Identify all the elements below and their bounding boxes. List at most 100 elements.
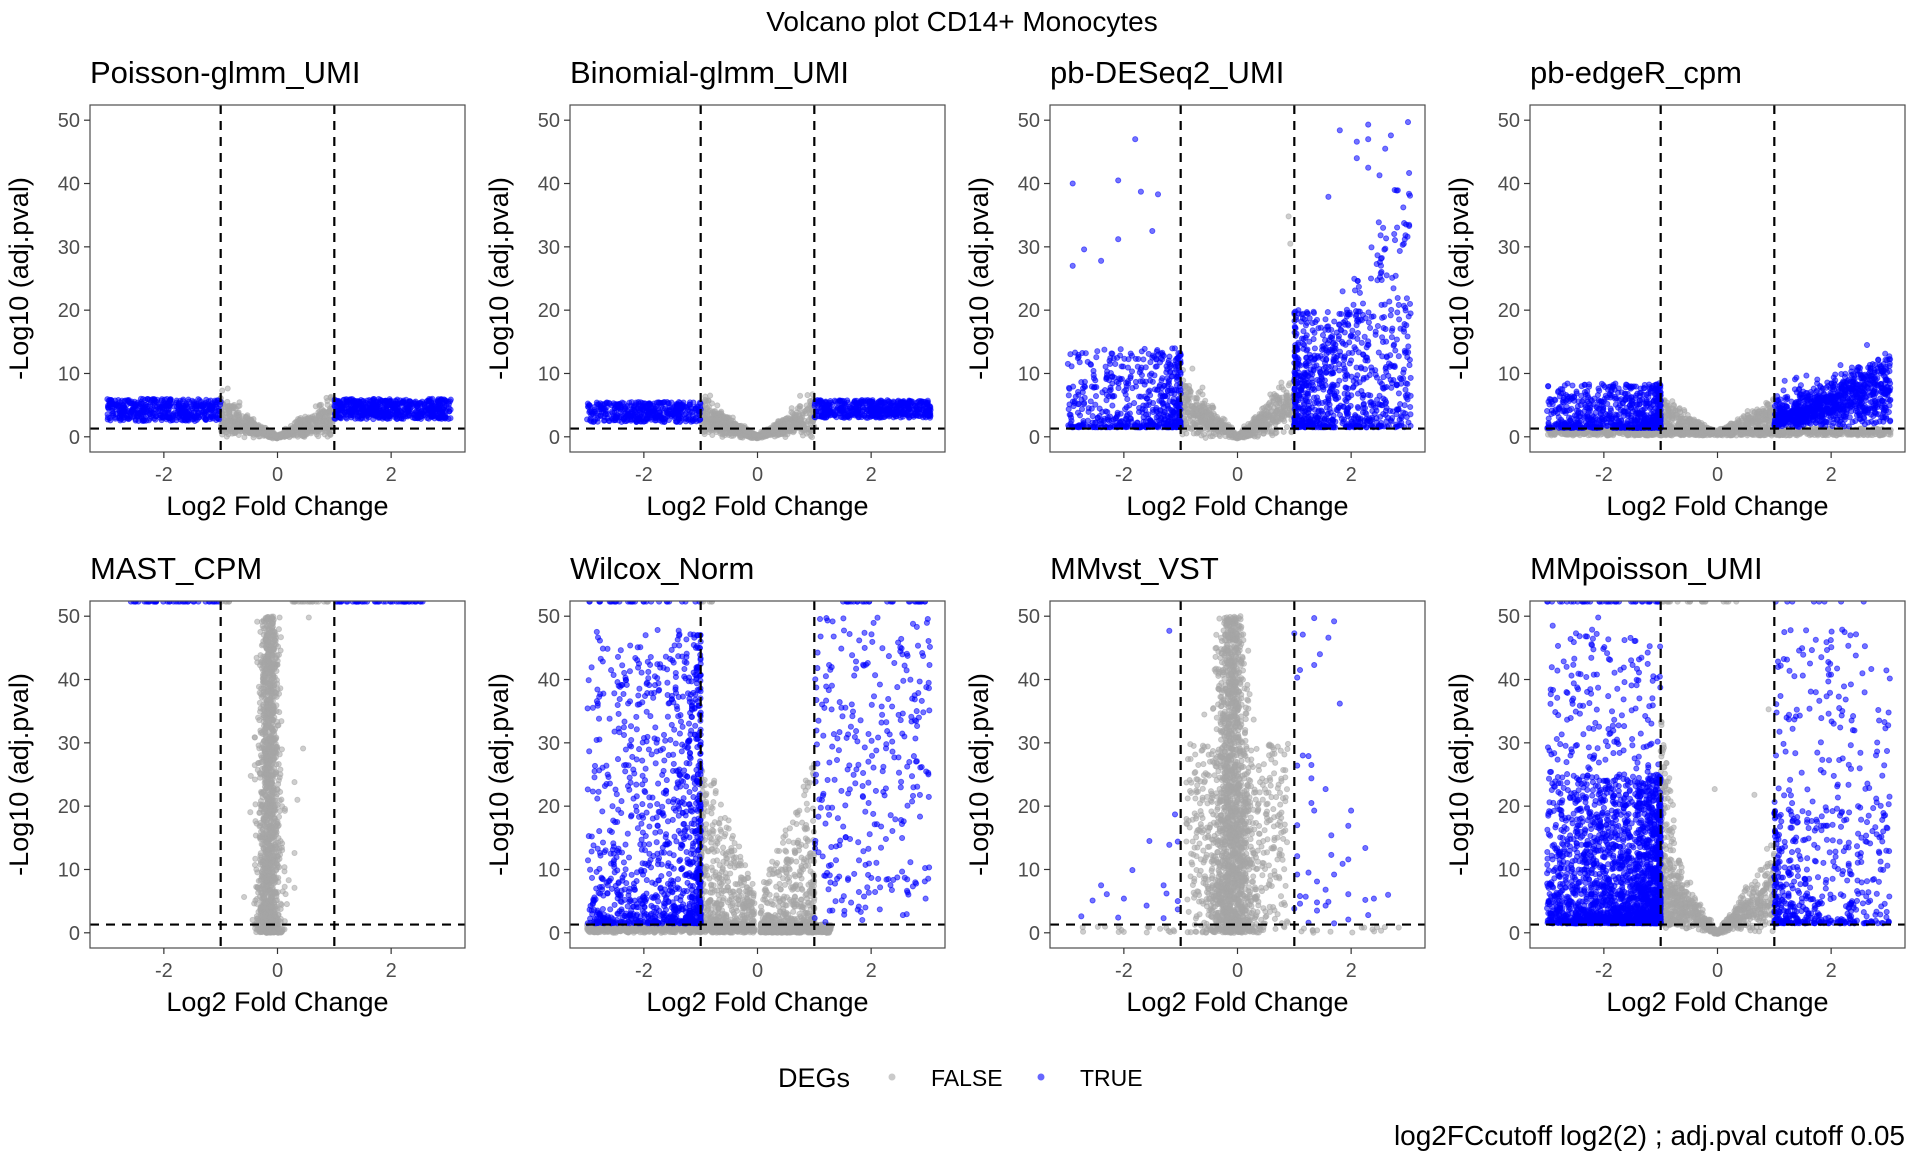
point-deg-true bbox=[445, 401, 452, 408]
point-deg-false bbox=[324, 433, 331, 440]
point-deg-true bbox=[901, 401, 908, 408]
point-deg-true bbox=[112, 414, 119, 421]
point-deg-false bbox=[1208, 411, 1215, 419]
point-deg-true bbox=[1132, 383, 1140, 390]
panel-title: Binomial-glmm_UMI bbox=[570, 55, 849, 90]
point-deg-false bbox=[1282, 400, 1289, 407]
point-deg-true bbox=[1137, 378, 1144, 385]
point-deg-true bbox=[394, 405, 401, 412]
point-deg-true bbox=[104, 411, 111, 418]
point-deg-true bbox=[209, 411, 216, 419]
point-deg-true bbox=[911, 410, 918, 417]
point-deg-false bbox=[1204, 404, 1212, 411]
point-deg-true bbox=[1354, 329, 1361, 337]
y-tick-label: 40 bbox=[58, 174, 80, 196]
point-deg-true bbox=[365, 400, 372, 407]
x-tick-label: -2 bbox=[635, 464, 653, 486]
point-deg-true bbox=[1171, 345, 1178, 352]
point-deg-true bbox=[348, 414, 355, 421]
point-deg-true bbox=[418, 407, 425, 414]
point-deg-false bbox=[708, 400, 716, 407]
x-tick-label: 2 bbox=[386, 464, 397, 486]
panel-title: pb-DESeq2_UMI bbox=[1050, 55, 1284, 90]
point-deg-false bbox=[1195, 411, 1202, 418]
point-deg-true bbox=[139, 404, 146, 411]
point-deg-true bbox=[160, 414, 167, 421]
point-deg-false bbox=[316, 415, 323, 422]
point-deg-true bbox=[1126, 402, 1133, 409]
point-deg-true bbox=[841, 410, 848, 417]
point-deg-true bbox=[1094, 348, 1101, 355]
point-deg-true bbox=[1175, 387, 1182, 394]
point-deg-true bbox=[645, 401, 653, 408]
points-layer bbox=[104, 385, 454, 442]
point-deg-false bbox=[1187, 388, 1194, 395]
point-deg-false bbox=[1193, 430, 1200, 437]
point-deg-true bbox=[1161, 382, 1168, 389]
point-deg-false bbox=[260, 430, 267, 437]
point-deg-true bbox=[1171, 390, 1178, 397]
point-deg-true bbox=[1127, 350, 1134, 357]
point-deg-true bbox=[674, 403, 681, 410]
point-deg-true bbox=[1158, 390, 1165, 397]
point-deg-false bbox=[297, 431, 304, 438]
point-deg-true bbox=[140, 413, 147, 420]
point-deg-false bbox=[1240, 429, 1247, 437]
point-deg-true bbox=[1365, 319, 1372, 326]
point-deg-true bbox=[924, 410, 931, 417]
point-deg-false bbox=[1283, 389, 1290, 396]
x-axis-title: Log2 Fold Change bbox=[646, 491, 868, 521]
point-deg-false bbox=[790, 421, 797, 428]
point-deg-true bbox=[1131, 400, 1138, 407]
point-deg-true bbox=[431, 400, 438, 408]
y-tick-label: 20 bbox=[538, 300, 560, 322]
point-deg-true bbox=[168, 400, 175, 407]
point-deg-true bbox=[413, 408, 420, 415]
point-deg-true bbox=[878, 408, 885, 415]
point-deg-true bbox=[1080, 420, 1087, 427]
point-deg-true bbox=[440, 400, 447, 407]
point-deg-false bbox=[801, 417, 808, 424]
point-deg-true bbox=[1156, 421, 1163, 428]
point-deg-true bbox=[1394, 309, 1401, 316]
point-deg-true bbox=[825, 401, 832, 408]
point-deg-true bbox=[1169, 398, 1177, 405]
point-deg-true bbox=[688, 404, 695, 411]
y-tick-label: 40 bbox=[538, 174, 560, 196]
point-deg-false bbox=[1263, 410, 1270, 417]
point-deg-true bbox=[853, 408, 861, 415]
point-deg-true bbox=[373, 406, 380, 413]
point-deg-true bbox=[1092, 424, 1099, 431]
point-deg-true bbox=[1141, 345, 1148, 352]
point-deg-false bbox=[770, 427, 777, 434]
point-deg-true bbox=[885, 398, 892, 405]
point-deg-true bbox=[139, 396, 147, 403]
points-layer bbox=[584, 391, 934, 442]
point-deg-false bbox=[1193, 401, 1200, 408]
point-deg-true bbox=[671, 412, 678, 419]
point-deg-true bbox=[193, 405, 200, 412]
point-deg-true bbox=[924, 399, 931, 406]
point-deg-true bbox=[151, 396, 158, 403]
points-layer bbox=[1064, 119, 1414, 442]
point-deg-true bbox=[1147, 377, 1154, 384]
point-deg-true bbox=[120, 414, 127, 421]
point-deg-true bbox=[179, 398, 187, 405]
point-deg-true bbox=[152, 413, 160, 420]
point-deg-false bbox=[219, 387, 226, 394]
point-deg-true bbox=[1172, 419, 1179, 426]
point-deg-false bbox=[230, 403, 237, 410]
point-deg-true bbox=[1146, 372, 1153, 379]
point-deg-true bbox=[203, 396, 210, 403]
point-deg-false bbox=[1265, 417, 1272, 424]
point-deg-false bbox=[1231, 429, 1238, 436]
x-tick-label: 0 bbox=[272, 464, 283, 486]
point-deg-false bbox=[731, 422, 738, 429]
point-deg-true bbox=[1164, 403, 1171, 410]
point-deg-false bbox=[1272, 409, 1279, 416]
point-deg-true bbox=[422, 412, 429, 419]
point-deg-false bbox=[1207, 417, 1214, 424]
point-deg-true bbox=[594, 418, 601, 425]
point-deg-true bbox=[1135, 408, 1143, 416]
